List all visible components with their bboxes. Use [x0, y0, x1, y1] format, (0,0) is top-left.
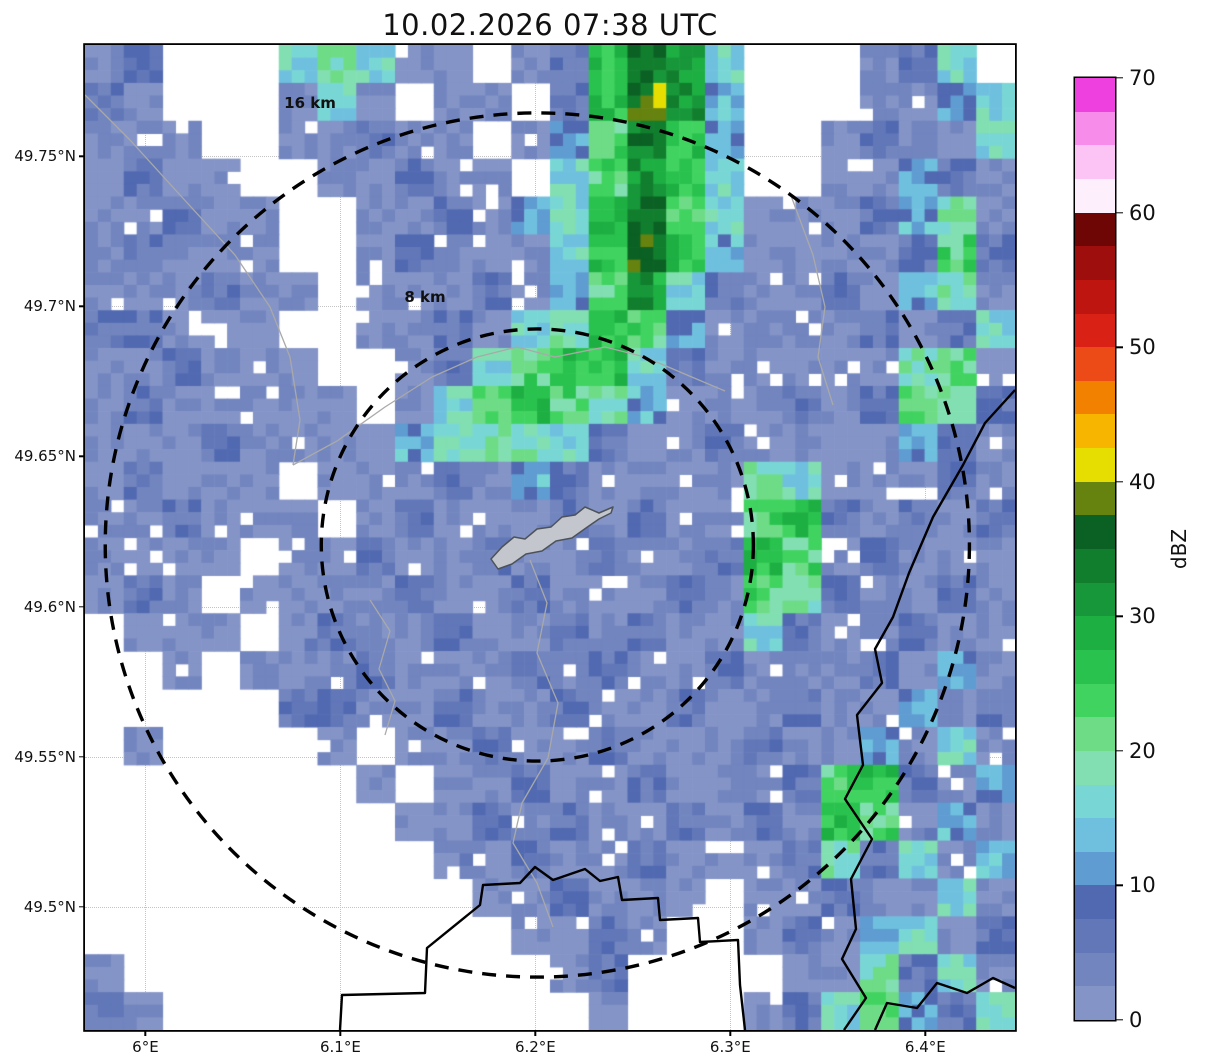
map-area: 8 km 16 km: [85, 45, 1015, 1030]
colorbar-step: [1075, 313, 1115, 348]
colorbar-tick-label: 40: [1129, 469, 1156, 494]
colorbar-step: [1075, 784, 1115, 819]
plot-title: 10.02.2026 07:38 UTC: [382, 8, 718, 42]
colorbar-tick-label: 20: [1129, 738, 1156, 763]
colorbar-step: [1075, 481, 1115, 516]
country-border: [338, 865, 747, 1030]
x-tick-mark: [729, 1031, 732, 1036]
colorbar-tick-mark: [1116, 211, 1123, 214]
y-tick-label: 49.5°N: [23, 897, 76, 916]
y-tick-mark: [79, 605, 84, 608]
y-tick-mark: [79, 756, 84, 758]
colorbar-step: [1075, 212, 1115, 247]
river-line: [292, 346, 726, 466]
colorbar-step: [1075, 919, 1115, 953]
x-tick-label: 6.2°E: [514, 1038, 556, 1056]
colorbar-step: [1075, 145, 1115, 179]
colorbar-tick-label: 70: [1129, 66, 1156, 90]
x-tick-label: 6.1°E: [319, 1038, 361, 1056]
colorbar-tick-mark: [1116, 884, 1123, 887]
colorbar-step: [1075, 952, 1115, 987]
y-tick-mark: [79, 155, 84, 157]
range-ring-label: 8 km: [404, 288, 446, 306]
colorbar-tick-mark: [1116, 77, 1123, 79]
colorbar-step: [1075, 750, 1115, 785]
x-tick-label: 6.4°E: [904, 1038, 946, 1056]
colorbar-step: [1075, 178, 1115, 213]
colorbar-step: [1075, 111, 1115, 146]
colorbar-step: [1075, 347, 1115, 381]
x-tick-label: 6°E: [132, 1038, 159, 1056]
colorbar-step: [1075, 616, 1115, 650]
colorbar: [1075, 78, 1115, 1020]
colorbar-step: [1075, 851, 1115, 886]
colorbar-step: [1075, 986, 1115, 1020]
y-tick-mark: [79, 906, 84, 908]
colorbar-step: [1075, 683, 1115, 718]
x-tick-mark: [924, 1031, 927, 1036]
colorbar-tick-mark: [1116, 750, 1123, 752]
colorbar-step: [1075, 582, 1115, 617]
colorbar-step: [1075, 78, 1115, 112]
colorbar-tick-label: 50: [1129, 335, 1156, 360]
y-tick-label: 49.6°N: [23, 597, 76, 616]
colorbar-step: [1075, 380, 1115, 415]
country-border: [840, 389, 1015, 1030]
range-ring-8km: [319, 327, 756, 763]
colorbar-axis-label: dBZ: [1167, 528, 1191, 570]
colorbar-tick-mark: [1116, 481, 1123, 483]
y-tick-label: 49.7°N: [23, 297, 76, 316]
y-tick-label: 49.75°N: [14, 147, 76, 166]
x-tick-mark: [339, 1031, 342, 1036]
colorbar-step: [1075, 818, 1115, 852]
x-tick-label: 6.3°E: [709, 1038, 751, 1056]
river-line: [789, 192, 834, 406]
colorbar-step: [1075, 414, 1115, 449]
range-ring-label: 16 km: [284, 94, 336, 112]
colorbar-step: [1075, 649, 1115, 684]
river-line: [85, 94, 301, 466]
city-outline: [490, 506, 614, 570]
y-tick-label: 49.65°N: [14, 447, 76, 466]
colorbar-step: [1075, 885, 1115, 920]
colorbar-tick-mark: [1116, 346, 1123, 348]
colorbar-step: [1075, 515, 1115, 549]
y-tick-mark: [79, 455, 84, 458]
x-tick-mark: [144, 1031, 147, 1036]
colorbar-step: [1075, 448, 1115, 482]
map-overlay: [85, 94, 1015, 1030]
colorbar-tick-label: 0: [1129, 1008, 1143, 1032]
colorbar-tick-mark: [1116, 1019, 1123, 1021]
river-line: [369, 599, 396, 736]
colorbar-tick-label: 60: [1129, 200, 1156, 225]
colorbar-tick-mark: [1116, 615, 1123, 617]
x-tick-mark: [534, 1031, 537, 1036]
colorbar-tick-label: 30: [1129, 604, 1156, 629]
colorbar-step: [1075, 549, 1115, 583]
colorbar-step: [1075, 246, 1115, 280]
colorbar-tick-label: 10: [1129, 873, 1156, 898]
y-tick-mark: [79, 305, 84, 307]
colorbar-step: [1075, 717, 1115, 751]
river-line: [512, 559, 559, 928]
y-tick-label: 49.55°N: [14, 747, 76, 766]
country-border: [873, 976, 1015, 1030]
range-ring-16km: [103, 111, 972, 979]
colorbar-step: [1075, 279, 1115, 314]
